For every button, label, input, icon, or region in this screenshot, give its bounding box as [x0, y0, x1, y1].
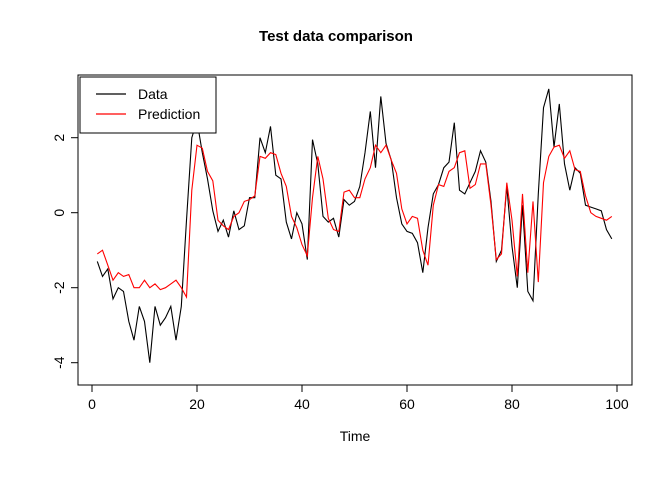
x-tick-label: 20: [189, 396, 205, 412]
y-tick-label: 2: [51, 134, 67, 142]
x-tick-label: 100: [605, 396, 629, 412]
series-layer: [96, 88, 613, 363]
chart-title: Test data comparison: [259, 28, 413, 45]
y-tick-label: 0: [51, 209, 67, 217]
x-tick-label: 60: [399, 396, 415, 412]
y-tick-label: -4: [51, 356, 67, 369]
series-line-prediction: [96, 143, 613, 300]
x-tick-label: 80: [504, 396, 520, 412]
legend-label-prediction: Prediction: [138, 106, 200, 122]
x-tick-label: 40: [294, 396, 310, 412]
x-axis-label: Time: [340, 428, 371, 444]
series-line-data: [96, 88, 613, 363]
plot-box: [77, 74, 633, 386]
axes-layer: 0 20 40 60 80 100 -4 -2 0 2: [51, 74, 633, 412]
y-tick-label: -2: [51, 281, 67, 294]
legend-box: [79, 76, 217, 134]
legend-label-data: Data: [138, 86, 168, 102]
x-tick-label: 0: [88, 396, 96, 412]
legend-layer: Data Prediction: [79, 76, 217, 134]
